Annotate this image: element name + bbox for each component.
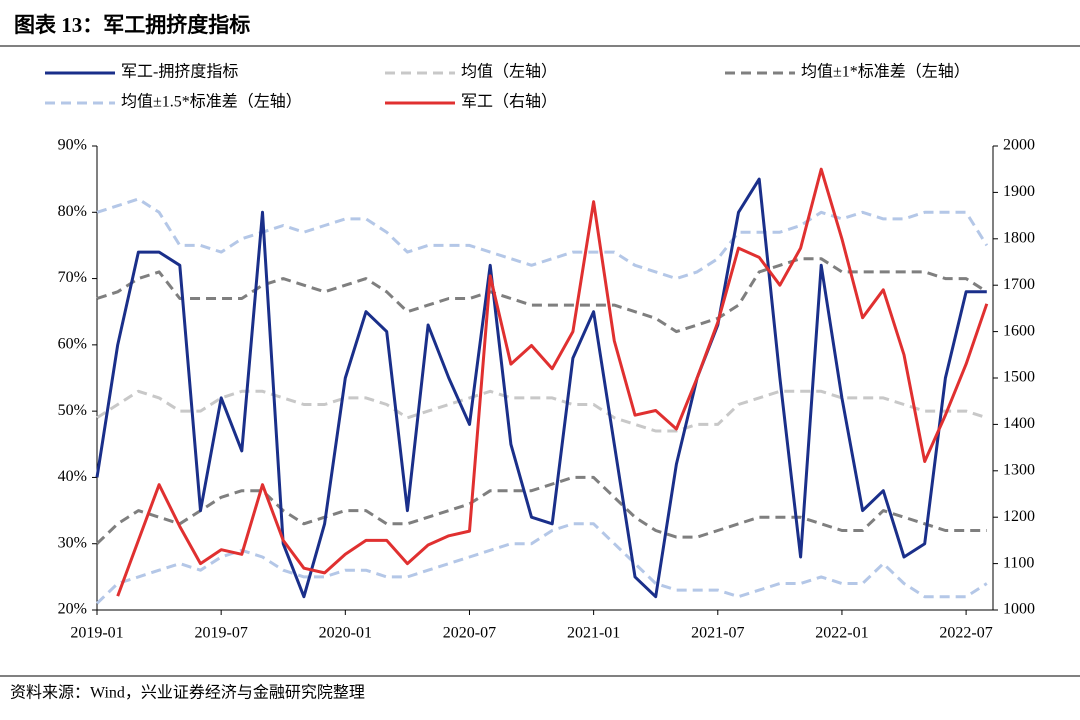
legend-label: 均值±1*标准差（左轴） (801, 63, 970, 81)
legend-label: 均值±1.5*标准差（左轴） (121, 93, 302, 111)
y-tick-label: 40% (58, 468, 87, 485)
y2-tick-label: 1100 (1003, 554, 1034, 571)
y2-tick-label: 1400 (1003, 415, 1035, 432)
series-line (96, 389, 988, 433)
y-tick-label: 30% (58, 534, 87, 551)
series-line (96, 257, 988, 334)
y-tick-label: 80% (58, 203, 87, 220)
y2-tick-label: 1300 (1003, 461, 1035, 478)
x-tick-label: 2021-07 (691, 625, 744, 642)
x-tick-label: 2019-07 (194, 625, 247, 642)
y-tick-label: 20% (58, 601, 87, 618)
series-line (95, 177, 987, 599)
x-tick-label: 2021-01 (567, 625, 620, 642)
y2-tick-label: 1000 (1003, 601, 1035, 618)
source-note: 资料来源：Wind，兴业证券经济与金融研究院整理 (10, 684, 365, 702)
y-tick-label: 90% (58, 137, 87, 154)
x-tick-label: 2020-01 (319, 625, 372, 642)
y-tick-label: 50% (58, 402, 87, 419)
y2-tick-label: 1900 (1003, 183, 1035, 200)
y2-tick-label: 2000 (1003, 137, 1035, 154)
y2-tick-label: 1700 (1003, 276, 1035, 293)
x-tick-label: 2019-01 (70, 625, 123, 642)
y2-tick-label: 1800 (1003, 229, 1035, 246)
y2-tick-label: 1200 (1003, 508, 1035, 525)
y-tick-label: 60% (58, 336, 87, 353)
legend-label: 军工-拥挤度指标 (121, 63, 238, 81)
chart-title: 图表 13：军工拥挤度指标 (14, 13, 250, 37)
y-tick-label: 70% (58, 269, 87, 286)
legend-label: 军工（右轴） (461, 93, 557, 111)
x-tick-label: 2022-01 (815, 625, 868, 642)
legend-label: 均值（左轴） (461, 63, 557, 81)
x-tick-label: 2022-07 (939, 625, 992, 642)
y2-tick-label: 1500 (1003, 369, 1035, 386)
x-tick-label: 2020-07 (443, 625, 496, 642)
series-line (116, 167, 989, 597)
series-line (96, 197, 989, 281)
y2-tick-label: 1600 (1003, 322, 1035, 339)
series-line-lower (95, 522, 988, 605)
series-line-lower (95, 475, 987, 545)
